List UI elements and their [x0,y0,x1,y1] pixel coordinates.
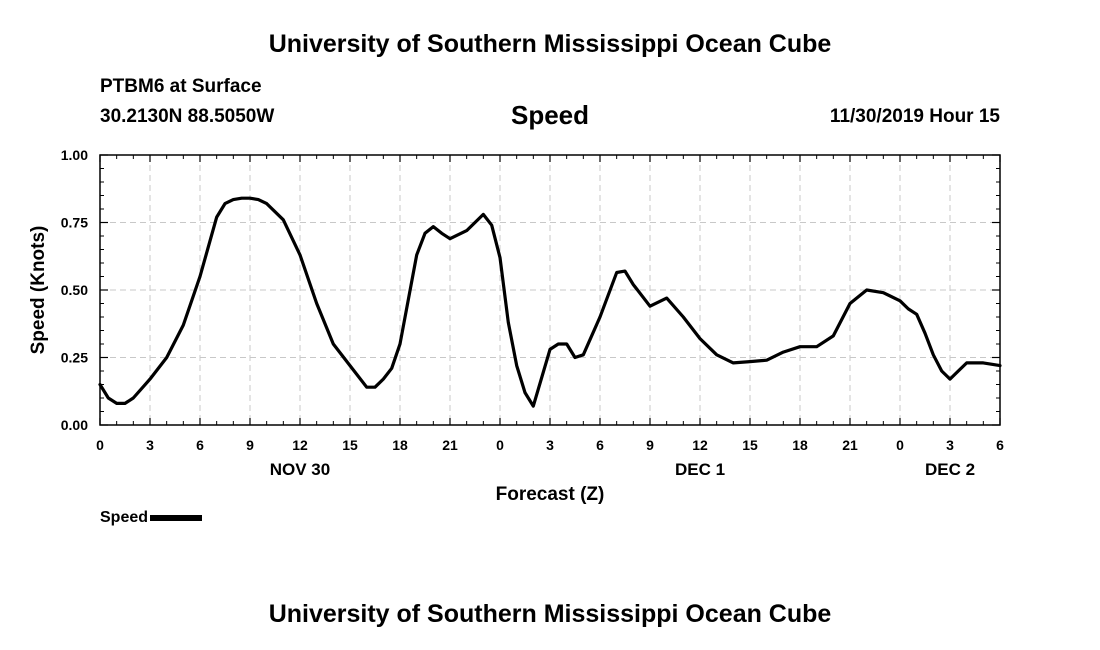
date-label: DEC 1 [675,460,725,479]
x-tick-label: 18 [392,437,408,453]
chart-title: Speed [510,100,590,130]
axis-ticks [99,154,1001,426]
legend-label: Speed [100,509,149,526]
x-tick-label: 3 [146,437,154,453]
x-tick-label: 6 [996,437,1004,453]
chart-footer-title: University of Southern Mississippi Ocean… [268,600,832,628]
x-tick-label: 3 [946,437,954,453]
x-tick-label: 12 [292,437,308,453]
date-label: DEC 2 [925,460,975,479]
y-axis-label: Speed (Knots) [28,226,49,355]
y-tick-label: 0.75 [61,215,88,231]
x-tick-label: 15 [742,437,758,453]
date-label: NOV 30 [270,460,330,479]
x-tick-label: 0 [896,437,904,453]
x-tick-label: 6 [596,437,604,453]
grid-lines [100,155,1000,425]
x-tick-label: 15 [342,437,358,453]
x-tick-label: 0 [496,437,504,453]
x-tick-label: 6 [196,437,204,453]
x-tick-label: 21 [442,437,458,453]
y-tick-label: 0.00 [61,417,88,433]
x-tick-label: 21 [842,437,858,453]
legend: Speed [100,509,203,527]
x-axis-label: Forecast (Z) [496,484,605,505]
forecast-timestamp: 11/30/2019 Hour 15 [829,106,1000,127]
x-tick-label: 18 [792,437,808,453]
x-tick-label: 0 [96,437,104,453]
y-tick-label: 1.00 [61,147,88,163]
y-tick-label: 0.50 [61,282,88,298]
station-name: PTBM6 at Surface [100,76,262,97]
x-tick-label: 9 [646,437,654,453]
y-tick-label: 0.25 [61,350,88,366]
tick-labels: 0 3 6 9 12 15 18 21 0 3 6 9 12 15 18 21 0 3 6 0.00 0.25 0.50 0… [61,147,1004,479]
station-coordinates: 30.2130N 88.5050W [100,106,275,127]
x-tick-label: 3 [546,437,554,453]
legend-swatch [150,515,203,521]
chart-header-title: University of Southern Mississippi Ocean… [268,30,832,58]
x-tick-label: 12 [692,437,708,453]
speed-line [98,196,1002,408]
x-tick-label: 9 [246,437,254,453]
